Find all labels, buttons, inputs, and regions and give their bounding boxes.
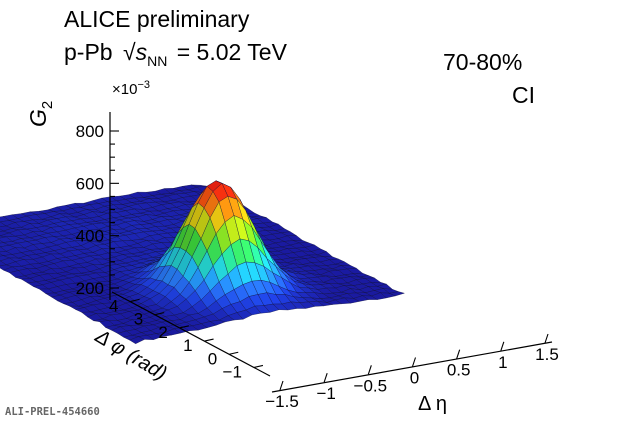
charge-combination-label: CI — [512, 82, 535, 108]
phi-axis-line — [111, 291, 271, 377]
eta-tick — [279, 380, 284, 391]
z-multiplier: ×10−3 — [112, 79, 150, 98]
eta-axis-title: Δ η — [418, 393, 447, 415]
eta-tick-label: 0.5 — [447, 361, 471, 380]
phi-tick-label: 0 — [208, 349, 217, 368]
eta-tick — [323, 372, 328, 383]
z-axis-title: G2 — [25, 101, 56, 127]
z-tick-label: 800 — [76, 122, 104, 141]
eta-tick — [456, 349, 461, 359]
z-tick-label: 600 — [76, 174, 104, 193]
eta-tick-label: −1 — [316, 384, 335, 403]
eta-tick — [367, 365, 372, 375]
phi-tick — [179, 325, 190, 329]
eta-tick — [500, 341, 505, 352]
centrality-label: 70-80% — [443, 49, 522, 75]
z-tick-label: 400 — [76, 227, 104, 246]
figure-id: ALI-PREL-454660 — [5, 406, 100, 418]
surface-plot — [0, 180, 406, 345]
phi-tick-label: −1 — [223, 362, 242, 381]
experiment-label: ALICE preliminary — [64, 6, 250, 32]
phi-tick-label: 4 — [109, 296, 118, 315]
phi-tick — [130, 298, 140, 302]
phi-tick-label: 1 — [183, 336, 192, 355]
eta-axis-line — [271, 341, 553, 393]
system-energy-label: p-Pb √sNN = 5.02 TeV — [64, 39, 288, 71]
phi-tick — [253, 364, 264, 369]
phi-tick-label: 3 — [134, 310, 143, 329]
eta-tick-label: −1.5 — [265, 392, 299, 411]
surface-cell — [388, 291, 406, 297]
eta-tick-label: 1 — [498, 353, 507, 372]
eta-tick — [411, 357, 417, 367]
eta-tick — [544, 333, 549, 344]
phi-tick — [155, 312, 165, 316]
eta-tick-label: 1.5 — [535, 345, 559, 364]
phi-tick — [229, 351, 239, 355]
eta-tick-label: −0.5 — [354, 376, 388, 395]
axes — [109, 112, 553, 393]
eta-tick-label: 0 — [410, 369, 419, 388]
z-tick-label: 200 — [76, 279, 104, 298]
phi-tick — [204, 338, 214, 342]
phi-tick-label: 2 — [158, 323, 167, 342]
